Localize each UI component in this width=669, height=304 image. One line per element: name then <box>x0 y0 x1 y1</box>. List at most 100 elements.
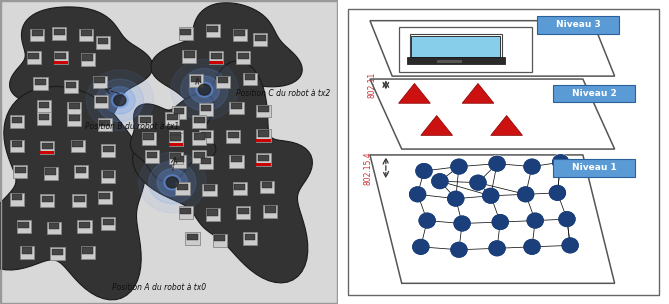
Circle shape <box>489 156 505 171</box>
Text: Niveau 2: Niveau 2 <box>571 89 616 98</box>
Bar <box>39 114 50 120</box>
Bar <box>54 51 68 64</box>
Circle shape <box>451 243 467 257</box>
Bar <box>67 102 82 114</box>
Circle shape <box>489 241 505 256</box>
Circle shape <box>138 152 206 213</box>
Bar <box>40 194 54 207</box>
Bar <box>37 100 51 113</box>
Bar <box>229 102 244 114</box>
Bar <box>82 247 93 254</box>
Bar <box>216 76 230 88</box>
Bar <box>52 249 63 255</box>
Circle shape <box>96 79 144 122</box>
Bar <box>233 182 247 195</box>
Bar <box>260 181 274 193</box>
Bar <box>227 132 239 138</box>
Circle shape <box>524 240 540 254</box>
Bar <box>199 130 213 143</box>
Bar <box>72 141 83 147</box>
Circle shape <box>524 159 540 174</box>
Circle shape <box>451 159 467 174</box>
Bar <box>81 30 92 36</box>
Bar <box>74 196 85 202</box>
Circle shape <box>412 239 429 255</box>
Bar <box>174 108 185 114</box>
Bar <box>50 247 64 260</box>
Bar <box>79 222 90 228</box>
Bar <box>45 168 56 174</box>
Circle shape <box>489 156 505 171</box>
Bar <box>171 153 181 159</box>
Circle shape <box>416 164 432 178</box>
Bar <box>101 217 115 230</box>
Bar <box>177 184 188 190</box>
Circle shape <box>549 185 565 200</box>
Bar <box>255 35 266 41</box>
Bar <box>175 182 189 195</box>
Bar <box>11 141 22 147</box>
Polygon shape <box>0 0 338 304</box>
Circle shape <box>527 213 543 228</box>
Bar <box>258 130 269 136</box>
Bar <box>78 220 92 233</box>
Circle shape <box>419 213 436 229</box>
Bar <box>66 82 76 88</box>
Bar <box>234 184 246 190</box>
Bar <box>31 30 43 36</box>
Bar <box>54 29 64 35</box>
Bar <box>13 165 27 178</box>
Bar <box>256 163 271 166</box>
Circle shape <box>447 191 464 207</box>
Bar <box>171 132 181 138</box>
Bar <box>30 29 44 41</box>
Bar <box>94 77 105 83</box>
Circle shape <box>432 174 448 188</box>
Circle shape <box>561 237 579 253</box>
Polygon shape <box>370 79 615 149</box>
Bar <box>206 208 220 221</box>
Circle shape <box>432 174 448 188</box>
Polygon shape <box>370 155 615 283</box>
Bar <box>174 156 185 162</box>
Bar <box>96 97 107 103</box>
Circle shape <box>527 213 543 228</box>
Bar <box>243 73 257 85</box>
Polygon shape <box>421 116 452 135</box>
Circle shape <box>105 87 135 114</box>
Bar <box>147 152 157 158</box>
Bar <box>74 165 88 178</box>
Circle shape <box>413 240 429 254</box>
Circle shape <box>448 192 464 206</box>
Bar <box>199 103 213 116</box>
Bar <box>411 36 500 57</box>
Bar <box>192 150 207 163</box>
Bar <box>179 206 193 219</box>
Bar <box>27 51 41 64</box>
Circle shape <box>562 238 578 253</box>
Circle shape <box>416 164 432 178</box>
Circle shape <box>483 188 498 203</box>
Bar <box>204 185 215 191</box>
Bar <box>56 53 66 59</box>
Bar <box>171 135 181 141</box>
Bar <box>79 29 93 41</box>
Bar <box>181 29 191 35</box>
Circle shape <box>409 186 426 202</box>
Circle shape <box>448 192 464 206</box>
Bar <box>182 50 196 63</box>
Circle shape <box>549 185 565 200</box>
Circle shape <box>470 175 486 191</box>
Circle shape <box>451 159 467 174</box>
Circle shape <box>409 187 425 202</box>
Bar <box>39 102 50 108</box>
Bar <box>145 150 159 163</box>
Circle shape <box>470 175 486 190</box>
Bar <box>43 167 58 180</box>
Bar <box>207 209 218 216</box>
Circle shape <box>549 185 566 201</box>
Text: Position A du robot à tx0: Position A du robot à tx0 <box>112 283 206 292</box>
Circle shape <box>196 82 213 97</box>
Bar <box>201 132 211 138</box>
Circle shape <box>189 76 219 103</box>
